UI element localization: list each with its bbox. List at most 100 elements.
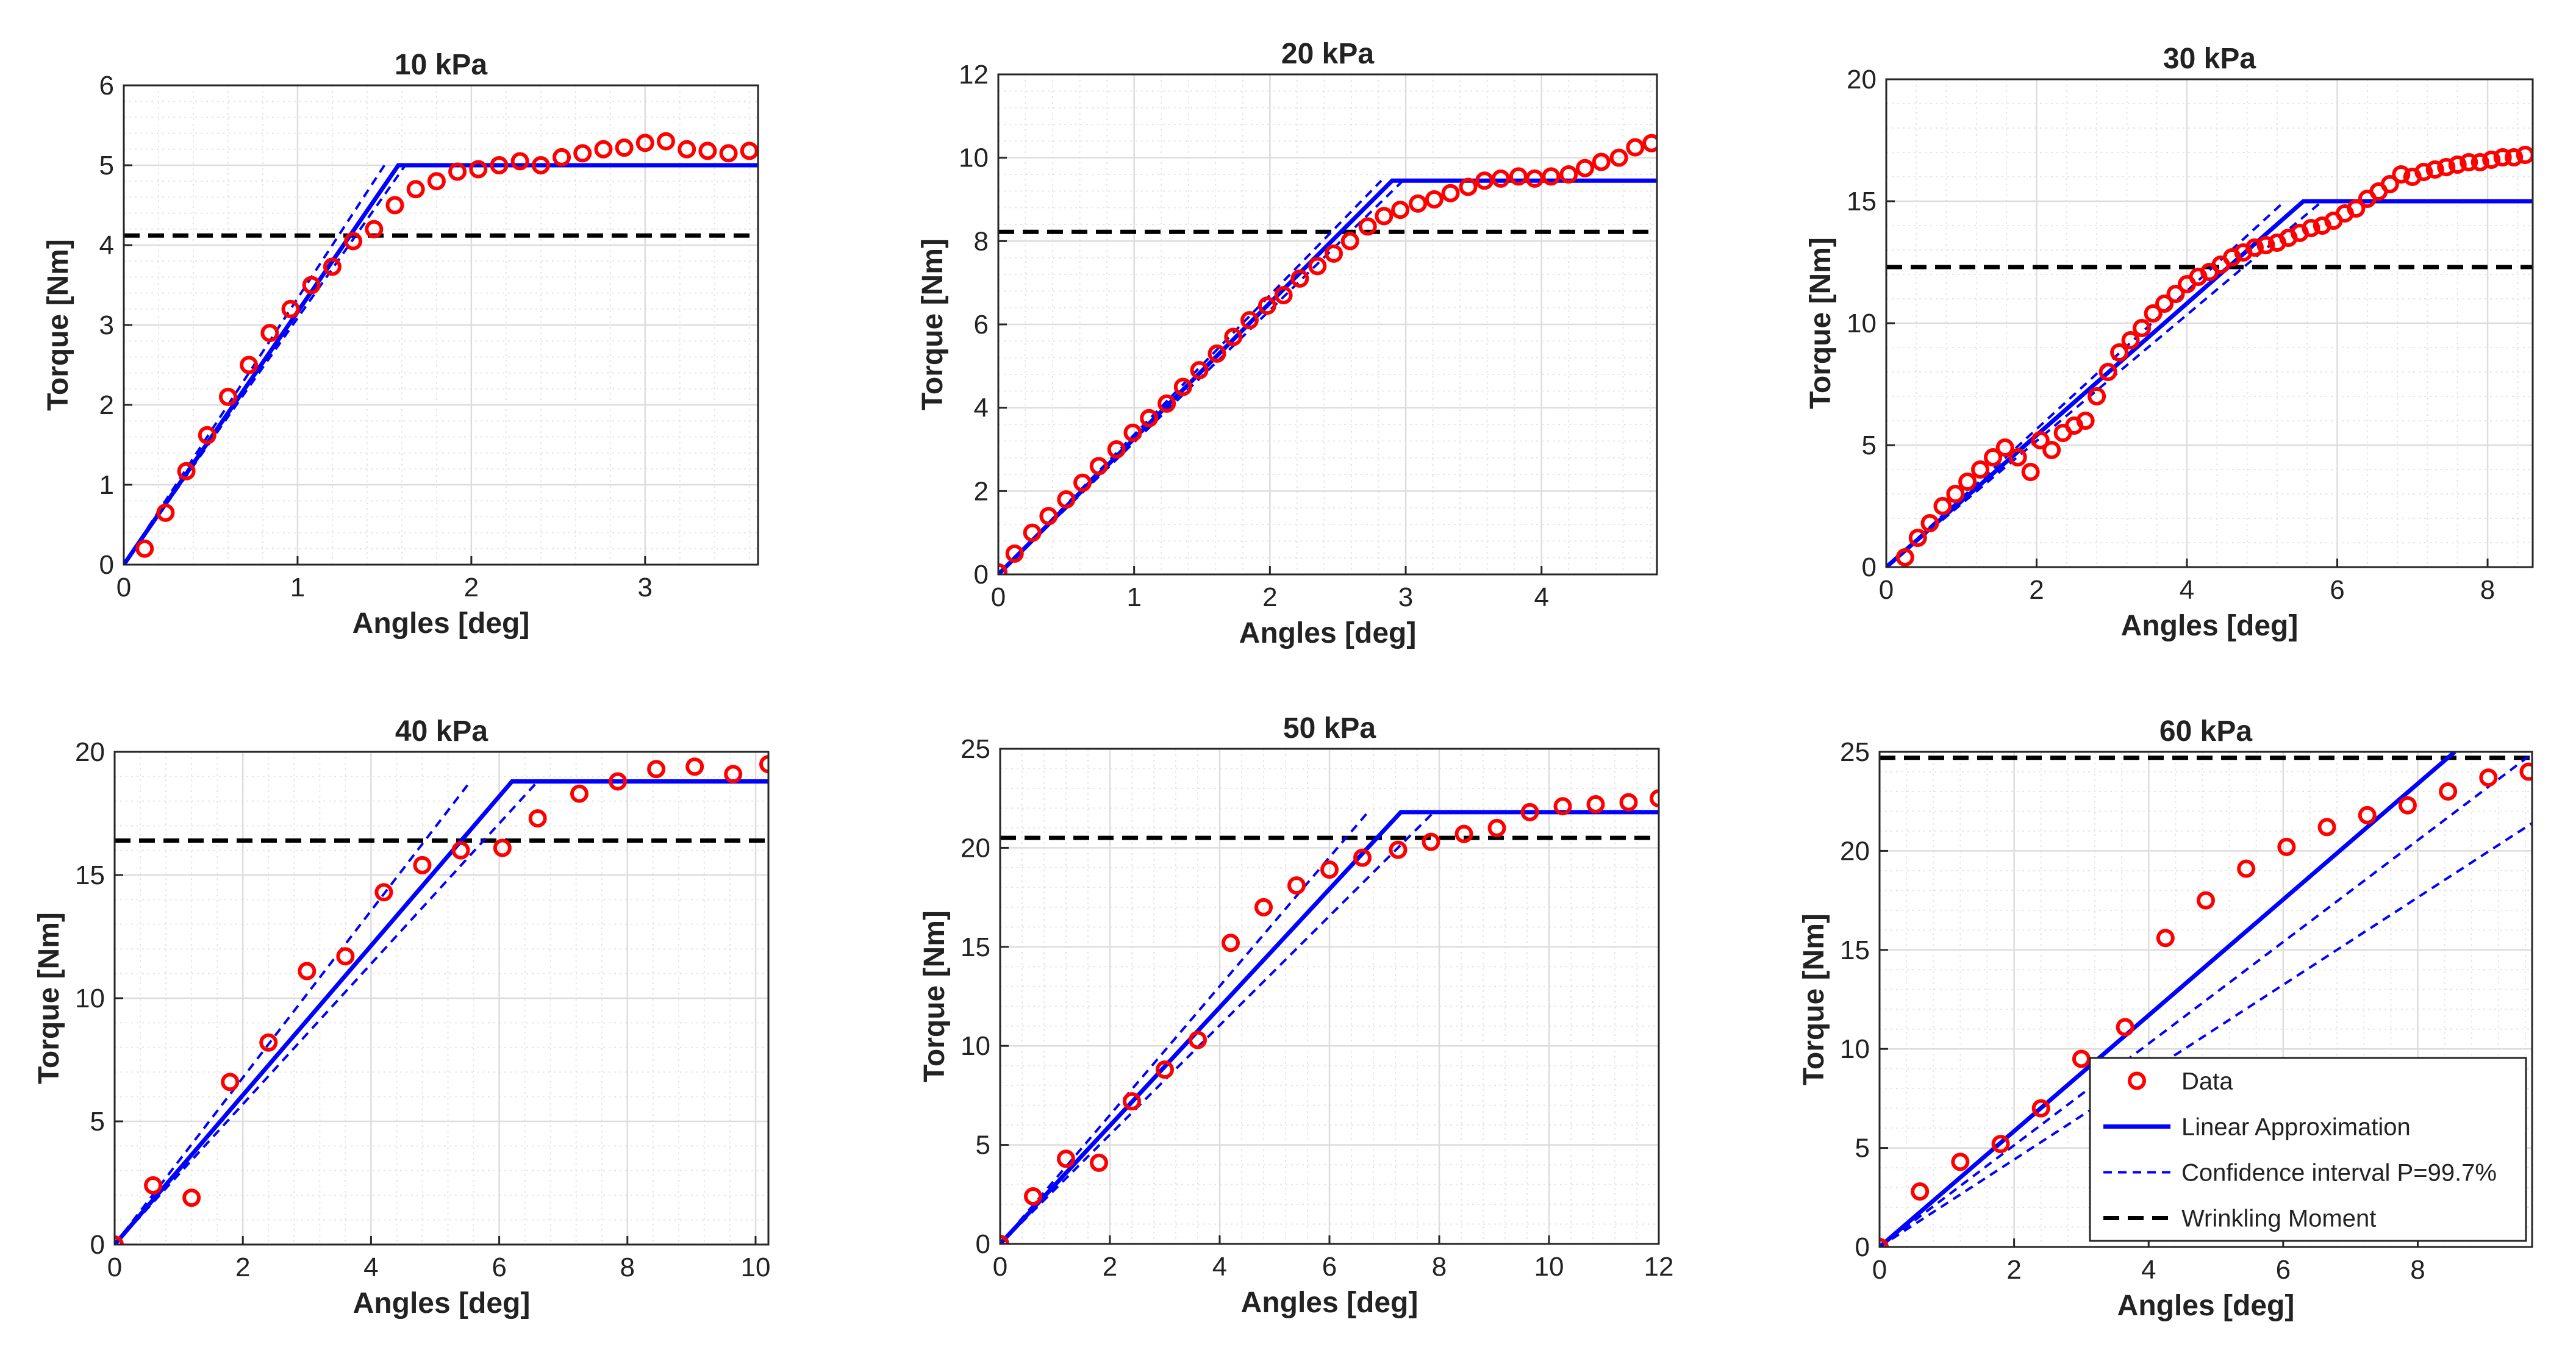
data-point [2116, 1018, 2134, 1037]
y-tick-label: 15 [1840, 935, 1870, 965]
data-point [2076, 412, 2095, 430]
y-tick-label: 5 [1862, 430, 1877, 460]
data-point [1984, 448, 2003, 466]
x-tick-label: 0 [993, 1252, 1007, 1282]
x-tick-label: 2 [1103, 1252, 1117, 1282]
data-point [2302, 219, 2320, 237]
linear-approximation-line [1000, 810, 1659, 1244]
data-point [2098, 363, 2117, 381]
y-tick-label: 6 [99, 71, 114, 101]
data-point [451, 841, 470, 860]
data-point [1039, 507, 1058, 526]
data-point [1650, 789, 1659, 808]
y-tick-label: 5 [976, 1131, 990, 1160]
y-tick-label: 10 [1840, 1034, 1870, 1064]
data-point [1375, 207, 1394, 226]
data-point [1287, 876, 1306, 895]
y-axis-label: Torque [Nm] [918, 910, 951, 1082]
y-tick-label: 20 [961, 833, 990, 863]
y-tick-label: 10 [959, 143, 989, 173]
data-point [240, 355, 259, 374]
data-point [531, 156, 550, 174]
data-point [1325, 244, 1343, 263]
data-point [2155, 295, 2174, 313]
data-point [1971, 460, 1990, 479]
data-point [2237, 859, 2256, 878]
data-point [1274, 286, 1293, 305]
x-tick-label: 0 [1879, 575, 1894, 605]
data-point [615, 138, 634, 157]
data-point [182, 1188, 201, 1207]
x-tick-label: 3 [638, 573, 653, 602]
x-axis-label: Angles [deg] [1241, 1287, 1419, 1319]
data-point [2392, 165, 2411, 184]
data-point [1553, 797, 1572, 816]
data-point [685, 757, 704, 776]
y-tick-label: 0 [99, 550, 114, 580]
data-point [1089, 457, 1108, 476]
data-point [594, 140, 613, 159]
grid [1885, 78, 2533, 568]
data-point [553, 148, 571, 166]
data-point [1958, 473, 1977, 491]
legend-box [2089, 1057, 2527, 1242]
data-point [2110, 343, 2129, 362]
data-point [1090, 1153, 1108, 1172]
y-tick-label: 0 [1855, 1232, 1870, 1262]
data-point [2144, 304, 2163, 323]
data-point [2042, 441, 2061, 459]
x-tick-label: 2 [464, 573, 479, 602]
data-point [2031, 431, 2050, 449]
data-point [1454, 824, 1473, 843]
data-point [2519, 762, 2532, 781]
data-point [1254, 898, 1273, 916]
data-point [510, 152, 529, 171]
data-point [156, 503, 175, 522]
data-point [2358, 806, 2377, 824]
data-point [1391, 201, 1410, 220]
x-tick-label: 2 [235, 1252, 250, 1282]
y-tick-label: 4 [99, 230, 114, 260]
data-point [1107, 440, 1126, 459]
data-point [1157, 394, 1176, 413]
data-point [570, 784, 589, 803]
data-point [1073, 473, 1092, 492]
y-tick-label: 25 [1840, 737, 1870, 767]
legend-item-linear-approximation: Linear Approximation [2181, 1114, 2411, 1141]
data-point [2493, 148, 2512, 166]
data-point [448, 162, 467, 181]
y-tick-label: 0 [976, 1229, 990, 1259]
confidence-upper-line [1880, 752, 2532, 1247]
data-point [2347, 199, 2366, 218]
data-point [1005, 544, 1024, 563]
legend-item-confidence-interval: Confidence interval P=99.7% [2181, 1160, 2497, 1187]
y-tick-label: 25 [961, 734, 990, 764]
data-point [2470, 153, 2489, 171]
data-point [221, 1073, 240, 1091]
data-point [2008, 448, 2027, 466]
y-tick-label: 10 [1847, 309, 1877, 338]
data-point [336, 947, 355, 966]
data-point [635, 134, 654, 152]
data-point [1240, 311, 1259, 330]
x-axis-label: Angles [deg] [1239, 617, 1417, 649]
data-point [2245, 238, 2264, 257]
data-point [2437, 158, 2456, 176]
data-point [1459, 177, 1478, 196]
chart-title: 50 kPa [1283, 712, 1376, 745]
data-point [177, 462, 196, 480]
y-tick-label: 6 [974, 310, 989, 340]
data-point [1156, 1060, 1174, 1079]
x-tick-label: 8 [2410, 1255, 2425, 1285]
data-point [1258, 296, 1276, 315]
x-tick-label: 4 [2180, 575, 2194, 605]
data-point [1023, 523, 1042, 542]
y-tick-label: 2 [974, 476, 989, 506]
data-point [344, 232, 363, 251]
data-point [302, 276, 321, 295]
data-point [1642, 134, 1657, 152]
data-point [2133, 319, 2152, 337]
data-point [656, 132, 675, 151]
